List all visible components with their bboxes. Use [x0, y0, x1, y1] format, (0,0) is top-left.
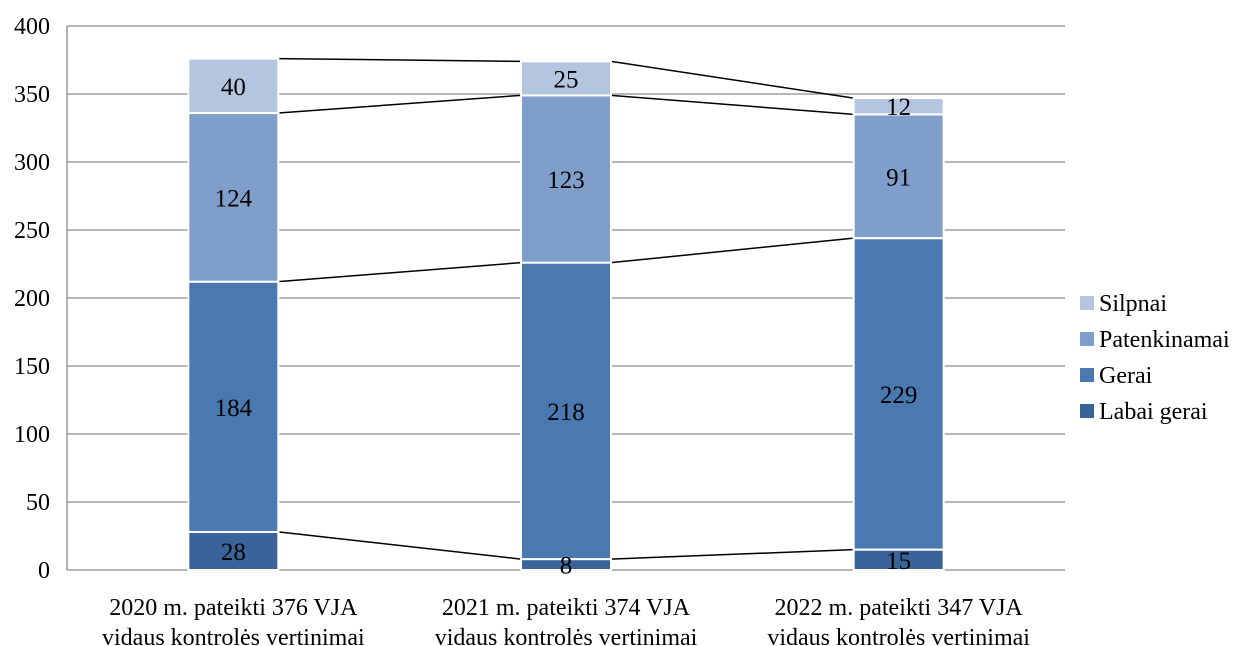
bar-segment: [852, 97, 945, 116]
y-tick-label: 0: [38, 558, 50, 584]
series-line: [278, 57, 522, 63]
series-line: [610, 60, 854, 99]
bars: 28 184 124 40 8 218 123 25 15 229 91 12: [187, 57, 945, 580]
x-axis-categories: 2020 m. pateikti 376 VJA vidaus kontrolės…: [102, 595, 1030, 646]
y-tick-label: 300: [14, 150, 50, 176]
y-tick-label: 400: [14, 14, 50, 40]
y-tick-label: 350: [14, 82, 50, 108]
x-category-label: 2022 m. pateikti 347 VJA: [775, 595, 1024, 621]
bar-segment: [187, 57, 280, 115]
legend: Silpnai Patenkinamai Gerai Labai gerai: [1080, 291, 1230, 425]
data-label: 15: [886, 548, 911, 575]
data-label: 91: [886, 164, 911, 191]
series-line: [278, 261, 522, 283]
series-line: [278, 94, 522, 114]
data-label: 218: [547, 399, 585, 426]
bar-segment: [852, 237, 945, 551]
y-tick-label: 150: [14, 354, 50, 380]
data-label: 124: [215, 185, 253, 212]
legend-swatch: [1080, 368, 1094, 382]
legend-label: Patenkinamai: [1099, 327, 1230, 353]
x-category-label: vidaus kontrolės vertinimai: [102, 625, 365, 646]
legend-label: Silpnai: [1099, 291, 1167, 317]
data-label: 40: [221, 74, 246, 101]
data-label: 8: [560, 553, 573, 580]
y-tick-label: 100: [14, 422, 50, 448]
data-label: 28: [221, 539, 246, 566]
x-category-label: 2021 m. pateikti 374 VJA: [442, 595, 691, 621]
y-tick-label: 50: [26, 490, 50, 516]
legend-label: Labai gerai: [1099, 399, 1208, 425]
series-line: [610, 548, 854, 560]
series-line: [610, 94, 854, 116]
x-category-label: vidaus kontrolės vertinimai: [767, 625, 1030, 646]
x-category-label: vidaus kontrolės vertinimai: [435, 625, 698, 646]
legend-label: Gerai: [1099, 363, 1153, 389]
data-label: 12: [886, 94, 911, 121]
series-line: [278, 531, 522, 560]
legend-swatch: [1080, 332, 1094, 346]
y-axis-ticks: 0 50 100 150 200 250 300 350 400: [14, 14, 50, 584]
y-tick-label: 200: [14, 286, 50, 312]
legend-swatch: [1080, 404, 1094, 418]
x-category-label: 2020 m. pateikti 376 VJA: [109, 595, 358, 621]
series-lines: [278, 57, 854, 560]
data-label: 25: [554, 66, 579, 93]
legend-swatch: [1080, 296, 1094, 310]
data-label: 123: [547, 167, 585, 194]
series-line: [610, 237, 854, 264]
data-label: 229: [880, 382, 918, 409]
data-label: 184: [215, 395, 253, 422]
y-tick-label: 250: [14, 218, 50, 244]
bar-segment: [520, 60, 612, 97]
bar-segment: [852, 113, 945, 240]
